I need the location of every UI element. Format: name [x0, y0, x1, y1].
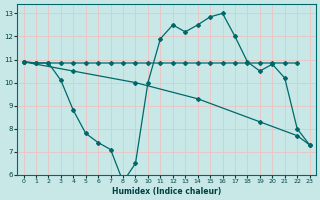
- X-axis label: Humidex (Indice chaleur): Humidex (Indice chaleur): [112, 187, 221, 196]
